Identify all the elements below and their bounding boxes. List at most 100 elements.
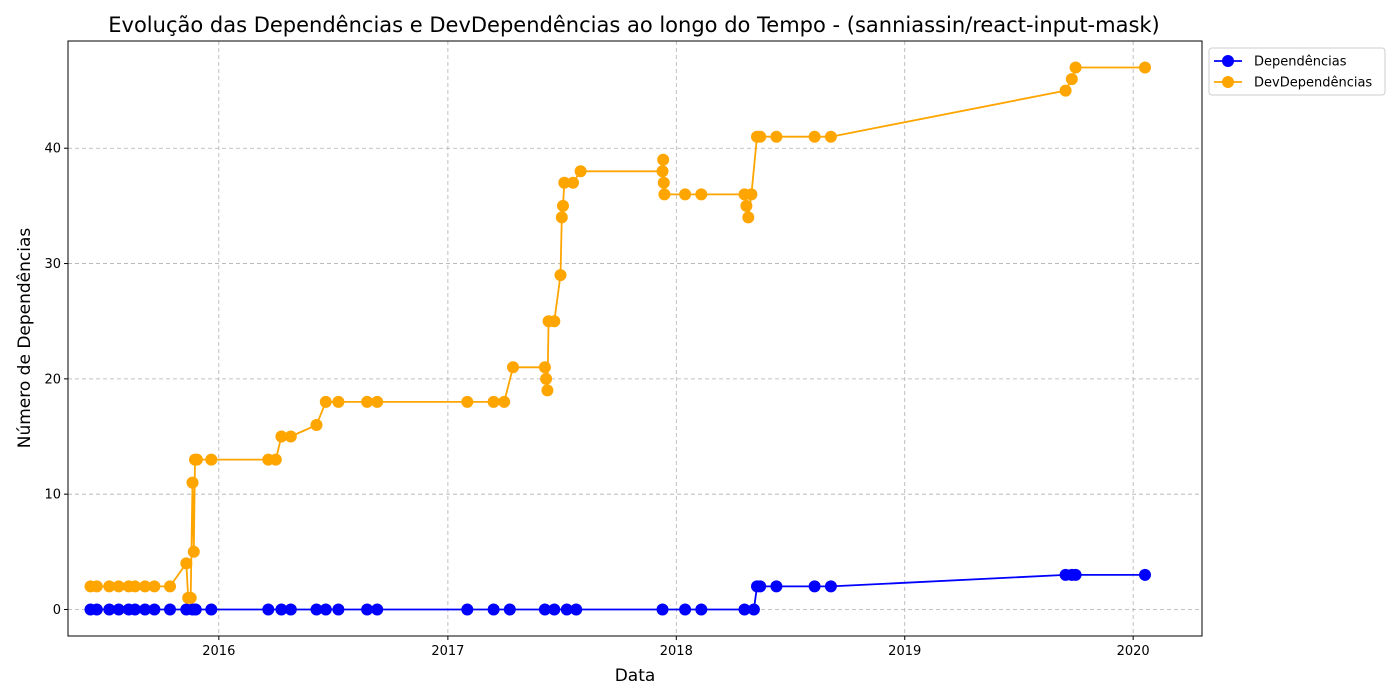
data-point [824, 580, 837, 593]
data-point [656, 603, 669, 616]
data-point [148, 603, 161, 616]
data-point [310, 603, 323, 616]
y-tick-label: 30 [44, 257, 61, 272]
data-point [657, 153, 670, 166]
data-point [695, 603, 708, 616]
data-point [770, 130, 783, 143]
data-point [139, 603, 151, 616]
data-point [461, 395, 474, 408]
series-0 [84, 568, 1151, 616]
y-tick-label: 10 [44, 488, 61, 503]
data-point [541, 384, 554, 397]
data-point [538, 603, 551, 616]
data-point [190, 453, 203, 466]
data-point [332, 603, 345, 616]
data-point [319, 395, 332, 408]
data-point [808, 580, 821, 593]
data-point [540, 372, 553, 385]
data-point [129, 580, 141, 593]
data-point [538, 361, 551, 374]
data-point [503, 603, 516, 616]
legend-entry: DevDependências [1214, 76, 1372, 91]
series-1 [84, 61, 1151, 604]
data-point [657, 176, 670, 189]
data-point [679, 188, 692, 201]
data-point [205, 453, 218, 466]
data-point [189, 603, 202, 616]
plot-frame [67, 40, 1203, 637]
data-point [567, 176, 579, 189]
data-point [754, 580, 767, 593]
y-tick-label: 0 [53, 603, 61, 618]
legend: Dependências DevDependências [1208, 47, 1386, 96]
data-point [745, 188, 758, 201]
data-point [679, 603, 692, 616]
x-axis-label: Data [615, 666, 656, 686]
series-line [90, 66, 1145, 599]
data-point [332, 395, 345, 408]
data-point [808, 130, 821, 143]
data-point [262, 603, 275, 616]
data-point [754, 130, 767, 143]
data-point [574, 165, 587, 178]
legend-label: DevDependências [1254, 76, 1372, 91]
data-point [164, 603, 176, 616]
data-point [1139, 61, 1151, 74]
data-point [742, 211, 755, 224]
data-point [164, 580, 176, 593]
data-point [487, 395, 500, 408]
data-point [507, 361, 519, 374]
data-point [461, 603, 474, 616]
data-point [747, 603, 760, 616]
data-point [738, 603, 751, 616]
data-point [284, 603, 297, 616]
y-axis-label: Número de Dependências [15, 228, 35, 449]
data-point [658, 188, 671, 201]
data-point [187, 545, 200, 558]
data-point [180, 557, 193, 570]
data-point [570, 603, 583, 616]
series-line [90, 574, 1145, 611]
data-point [740, 199, 753, 212]
data-point [557, 199, 569, 212]
x-tick-label: 2019 [888, 644, 921, 659]
data-point [275, 430, 288, 443]
data-point [824, 130, 837, 143]
data-point [555, 211, 568, 224]
x-tick-label: 2020 [1117, 644, 1150, 659]
y-tick-label: 40 [44, 142, 61, 157]
data-point [498, 395, 511, 408]
data-point [1139, 568, 1151, 581]
data-point [560, 603, 573, 616]
data-point [1065, 73, 1078, 86]
data-point [284, 430, 297, 443]
data-point [139, 580, 151, 593]
data-point [554, 269, 567, 282]
data-point [205, 603, 218, 616]
legend-marker [1222, 55, 1234, 67]
data-point [548, 315, 561, 328]
data-point [103, 580, 116, 593]
data-point [1059, 84, 1072, 97]
data-point [656, 165, 669, 178]
data-point [112, 580, 125, 593]
chart-title: Evolução das Dependências e DevDependênc… [108, 13, 1160, 37]
data-point [90, 603, 103, 616]
data-point [361, 603, 374, 616]
data-point [1069, 61, 1082, 74]
legend-label: Dependências [1254, 55, 1347, 70]
data-point [129, 603, 141, 616]
grid [68, 41, 1202, 636]
data-point [770, 580, 783, 593]
data-point [319, 603, 332, 616]
tick-layer: 2016 2017 2018 2019 2020 0 10 20 30 40 [44, 142, 1149, 659]
x-tick-label: 2016 [202, 644, 235, 659]
data-point [548, 603, 561, 616]
data-point [269, 453, 282, 466]
data-point [148, 580, 161, 593]
legend-entry: Dependências [1214, 55, 1347, 70]
legend-box [1208, 47, 1386, 96]
data-point [112, 603, 125, 616]
data-point [361, 395, 374, 408]
